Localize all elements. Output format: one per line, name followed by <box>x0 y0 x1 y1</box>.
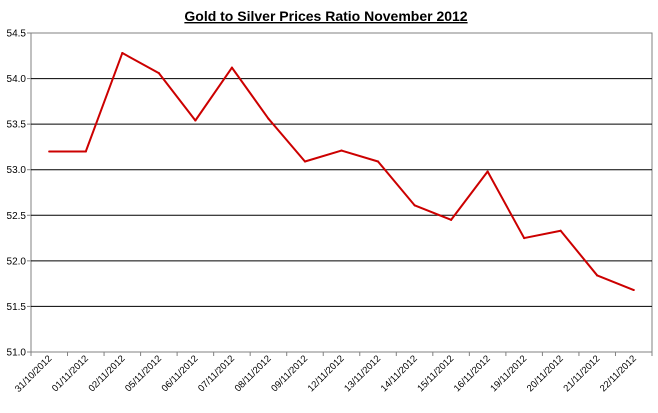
x-tick-label: 20/11/2012 <box>525 353 566 394</box>
x-tick-label: 15/11/2012 <box>415 353 456 394</box>
series-line-segment <box>303 149 343 163</box>
series-line-segment <box>523 229 562 240</box>
x-tick-label: 08/11/2012 <box>233 353 274 394</box>
data-point <box>486 170 489 173</box>
series-line-segment <box>267 117 306 163</box>
chart-title: Gold to Silver Prices Ratio November 201… <box>184 8 467 24</box>
x-tick-label: 22/11/2012 <box>598 353 639 394</box>
series-line-segment <box>596 274 635 292</box>
x-tick-label: 05/11/2012 <box>123 353 164 394</box>
data-point <box>157 72 160 75</box>
y-tick-label: 54.0 <box>7 74 27 85</box>
x-tick-label: 06/11/2012 <box>160 353 201 394</box>
data-point <box>596 274 599 277</box>
x-tick-label: 02/11/2012 <box>87 353 128 394</box>
series-line-segment <box>157 72 197 122</box>
series-line-segment <box>377 160 416 207</box>
y-tick-label: 54.5 <box>7 29 27 40</box>
data-point <box>523 237 526 240</box>
series-line-segment <box>559 229 599 277</box>
data-point <box>84 150 87 153</box>
x-tick-label: 14/11/2012 <box>379 353 420 394</box>
gridlines <box>31 78 652 307</box>
plot-area <box>30 32 653 353</box>
x-tick-label: 07/11/2012 <box>196 353 237 394</box>
data-point <box>230 66 233 69</box>
x-tick-label: 09/11/2012 <box>269 353 310 394</box>
data-point <box>450 218 453 221</box>
y-tick-label: 52.5 <box>7 211 27 222</box>
data-point <box>340 149 343 152</box>
data-point <box>303 160 306 163</box>
data-point <box>559 229 562 232</box>
x-tick-label: 01/11/2012 <box>50 353 91 394</box>
y-axis: 51.0 51.5 52.0 52.5 53.0 53.5 54.0 54.5 <box>7 29 31 359</box>
y-tick-label: 53.0 <box>7 165 27 176</box>
x-tick-label: 16/11/2012 <box>452 353 493 394</box>
data-point <box>267 117 270 120</box>
series-line-segment <box>230 66 270 120</box>
y-tick-label: 53.5 <box>7 120 27 131</box>
series-line-segment <box>84 52 124 153</box>
x-tick-label: 21/11/2012 <box>561 353 602 394</box>
data-point <box>48 150 51 153</box>
series-line-segment <box>194 66 233 122</box>
data-point <box>413 204 416 207</box>
x-axis: 31/10/201201/11/201202/11/201205/11/2012… <box>13 352 653 395</box>
series-gold-silver-ratio <box>48 52 635 292</box>
series-line-segment <box>340 149 380 163</box>
x-tick-label: 12/11/2012 <box>306 353 347 394</box>
series-line-segment <box>486 170 526 240</box>
series-line-segment <box>413 204 453 221</box>
data-point <box>632 289 635 292</box>
data-point <box>377 160 380 163</box>
data-point <box>121 52 124 55</box>
x-tick-label: 13/11/2012 <box>342 353 383 394</box>
y-tick-label: 51.5 <box>7 302 27 313</box>
series-line-segment <box>450 170 489 221</box>
y-tick-label: 52.0 <box>7 256 27 267</box>
x-tick-label: 31/10/2012 <box>13 353 54 394</box>
data-point <box>194 119 197 122</box>
series-line-segment <box>121 52 160 75</box>
x-tick-label: 19/11/2012 <box>488 353 529 394</box>
y-tick-label: 51.0 <box>7 348 27 359</box>
